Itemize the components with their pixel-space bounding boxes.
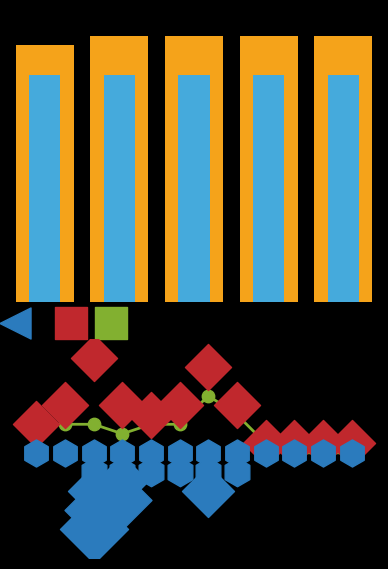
- Point: [119, 467, 125, 476]
- Point: [91, 448, 97, 457]
- Point: [119, 401, 125, 410]
- Point: [205, 362, 211, 372]
- Bar: [327, 76, 359, 302]
- Point: [263, 439, 269, 448]
- Point: [263, 448, 269, 457]
- Point: [177, 448, 183, 457]
- Point: [205, 391, 211, 400]
- Point: [205, 448, 211, 457]
- Bar: [253, 76, 284, 302]
- Point: [119, 429, 125, 438]
- Point: [119, 448, 125, 457]
- Point: [62, 448, 68, 457]
- Point: [62, 401, 68, 410]
- Point: [320, 448, 326, 457]
- Point: [177, 401, 183, 410]
- Point: [291, 448, 297, 457]
- Point: [33, 448, 40, 457]
- Point: [91, 420, 97, 429]
- Point: [91, 505, 97, 514]
- Point: [205, 467, 211, 476]
- Point: [91, 486, 97, 496]
- Point: [177, 420, 183, 429]
- Point: [234, 448, 240, 457]
- Point: [91, 525, 97, 534]
- Bar: [239, 36, 298, 302]
- Point: [234, 467, 240, 476]
- Bar: [16, 46, 74, 302]
- Point: [205, 486, 211, 496]
- Bar: [90, 36, 149, 302]
- Point: [119, 496, 125, 505]
- Bar: [29, 76, 61, 302]
- Point: [234, 401, 240, 410]
- Point: [148, 410, 154, 419]
- Point: [291, 439, 297, 448]
- Point: [148, 467, 154, 476]
- Point: [91, 467, 97, 476]
- Point: [348, 439, 355, 448]
- Point: [91, 353, 97, 362]
- Point: [108, 318, 114, 327]
- Bar: [104, 76, 135, 302]
- Point: [68, 318, 74, 327]
- Bar: [165, 36, 223, 302]
- Point: [348, 448, 355, 457]
- Point: [12, 318, 18, 327]
- Point: [33, 420, 40, 429]
- Point: [263, 439, 269, 448]
- Point: [33, 420, 40, 429]
- Point: [119, 477, 125, 486]
- Bar: [314, 36, 372, 302]
- Point: [291, 448, 297, 457]
- Point: [348, 448, 355, 457]
- Point: [62, 420, 68, 429]
- Point: [234, 410, 240, 419]
- Point: [320, 439, 326, 448]
- Bar: [178, 76, 210, 302]
- Point: [148, 448, 154, 457]
- Point: [148, 420, 154, 429]
- Point: [320, 448, 326, 457]
- Point: [177, 467, 183, 476]
